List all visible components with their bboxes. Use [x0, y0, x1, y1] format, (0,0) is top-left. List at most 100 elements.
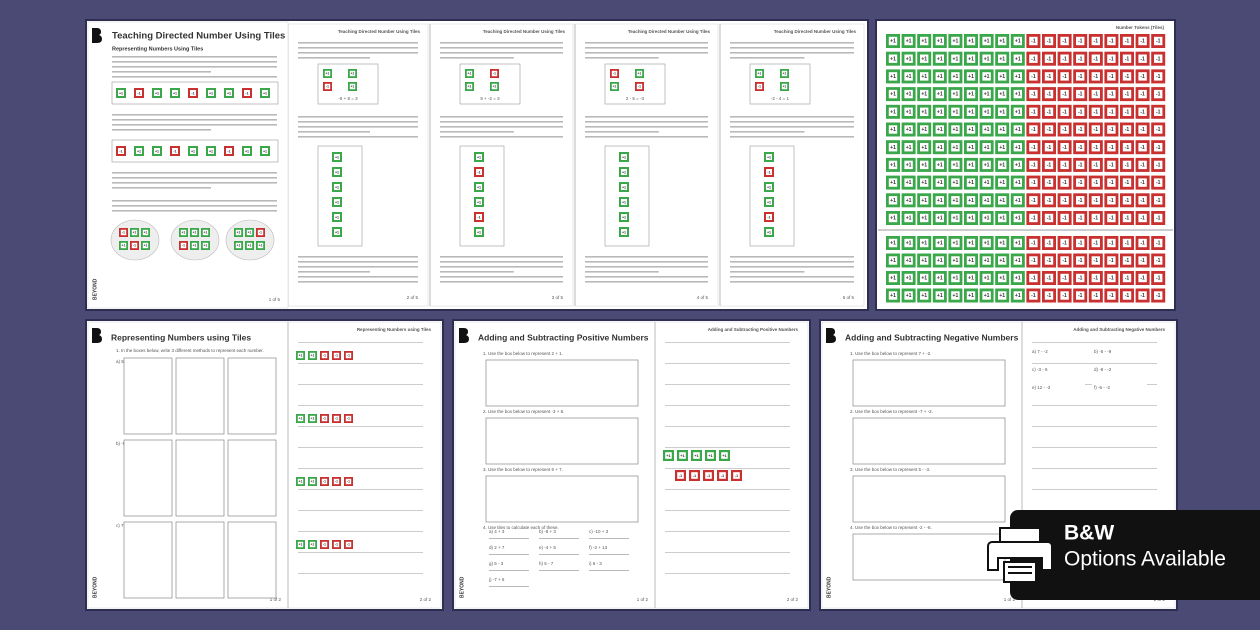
tile-face [1107, 125, 1116, 134]
answer-box [852, 417, 1006, 465]
tile-label: +1 [477, 185, 481, 189]
tile-face [1076, 160, 1085, 170]
tile-label: +1 [953, 92, 959, 98]
tile-group [225, 219, 275, 261]
tile-face [1013, 291, 1022, 300]
text-line [440, 256, 563, 258]
answer-line [665, 573, 790, 574]
text-line [440, 52, 563, 54]
text-line [112, 119, 277, 121]
tile-label: +1 [984, 163, 990, 169]
tile-label: -1 [1031, 39, 1036, 45]
tile-label: -1 [767, 215, 770, 219]
tile-face [888, 291, 898, 300]
tile-label: -1 [133, 244, 136, 248]
tile-face [1138, 213, 1147, 223]
sheet-header: Number Tokens (Tiles) [1116, 25, 1165, 30]
answer-line [665, 405, 790, 406]
tile-label: +1 [921, 163, 927, 169]
tile-label: -1 [1125, 241, 1130, 247]
tile-face [1154, 107, 1163, 116]
worksheet-title: Adding and Subtracting Positive Numbers [478, 332, 649, 342]
tile-face [1154, 213, 1163, 223]
tile-label: +1 [953, 109, 959, 115]
text-line [730, 261, 854, 263]
tile-strip [111, 81, 279, 105]
tile-face [693, 452, 700, 459]
tile-face [920, 54, 929, 63]
text-line [112, 187, 211, 189]
tile-label: -1 [1078, 92, 1083, 98]
tile-face [920, 256, 929, 265]
tile-face [888, 89, 898, 99]
tile-label: +1 [144, 231, 148, 235]
tile-label: -1 [1094, 109, 1099, 115]
tile-label: -1 [347, 417, 350, 421]
text-line [440, 42, 563, 44]
text-line [585, 52, 708, 54]
tile-face [1154, 238, 1163, 248]
tile-label: -1 [1078, 56, 1083, 62]
tile-face [1091, 196, 1100, 205]
tile-face [1138, 160, 1147, 170]
tile-label: +1 [193, 244, 197, 248]
tile-label: -1 [1094, 39, 1099, 45]
tile-face [1091, 256, 1100, 265]
text-line [730, 266, 854, 268]
text-line [112, 200, 277, 202]
tile-label: +1 [937, 127, 943, 133]
text-line [298, 266, 418, 268]
tile-label: +1 [173, 91, 177, 95]
tile-face [1029, 160, 1038, 170]
tile-label: -1 [1047, 127, 1052, 133]
tile-face [262, 148, 268, 154]
tile-face [1138, 238, 1147, 248]
tile-box [604, 63, 666, 105]
tile-face [904, 143, 913, 152]
tile-label: -1 [1125, 216, 1130, 222]
tile-face [349, 83, 356, 90]
tile-face [1076, 196, 1085, 205]
tile-face [966, 107, 976, 116]
tile-label: +1 [1015, 163, 1021, 169]
tile-label: -1 [1109, 163, 1114, 169]
page-footer: 1 of 2 [637, 597, 649, 602]
tile-face [345, 352, 352, 359]
answer-box [852, 533, 1006, 581]
tile-face [1138, 107, 1147, 116]
tile-label: -1 [477, 215, 480, 219]
tile-label: +1 [182, 231, 186, 235]
tile-label: +1 [906, 39, 912, 45]
answer-line [298, 363, 423, 364]
tile-label: +1 [477, 155, 481, 159]
page-footer: 1 of 5 [269, 297, 281, 302]
tile-label: +1 [191, 149, 195, 153]
text-line [112, 71, 211, 73]
tile-face [1122, 238, 1132, 248]
tile-face [333, 478, 340, 485]
tile-face [1107, 256, 1116, 265]
tile-face [1122, 125, 1132, 134]
badge-subtitle: Options Available [1064, 548, 1226, 571]
tile-label: +1 [209, 91, 213, 95]
label-bg [1092, 384, 1147, 396]
tile-face [1013, 36, 1022, 46]
tile-face [244, 148, 250, 154]
page [285, 321, 442, 609]
tile-face [920, 143, 929, 152]
printer-paper [1008, 566, 1032, 568]
tile-label: +1 [968, 39, 974, 45]
tile-face [951, 54, 960, 63]
tile-face [966, 213, 976, 223]
tile-label: -1 [1062, 180, 1067, 186]
tile-face [756, 70, 763, 77]
tile-label: -1 [1156, 39, 1161, 45]
tile-label: +1 [921, 216, 927, 222]
tile-label: +1 [968, 241, 974, 247]
tile-face [1122, 54, 1132, 63]
tile-face [1138, 273, 1147, 283]
tile-box [459, 63, 521, 105]
tile-face [476, 169, 482, 175]
text-line [585, 136, 708, 138]
tile-face [1013, 256, 1022, 265]
